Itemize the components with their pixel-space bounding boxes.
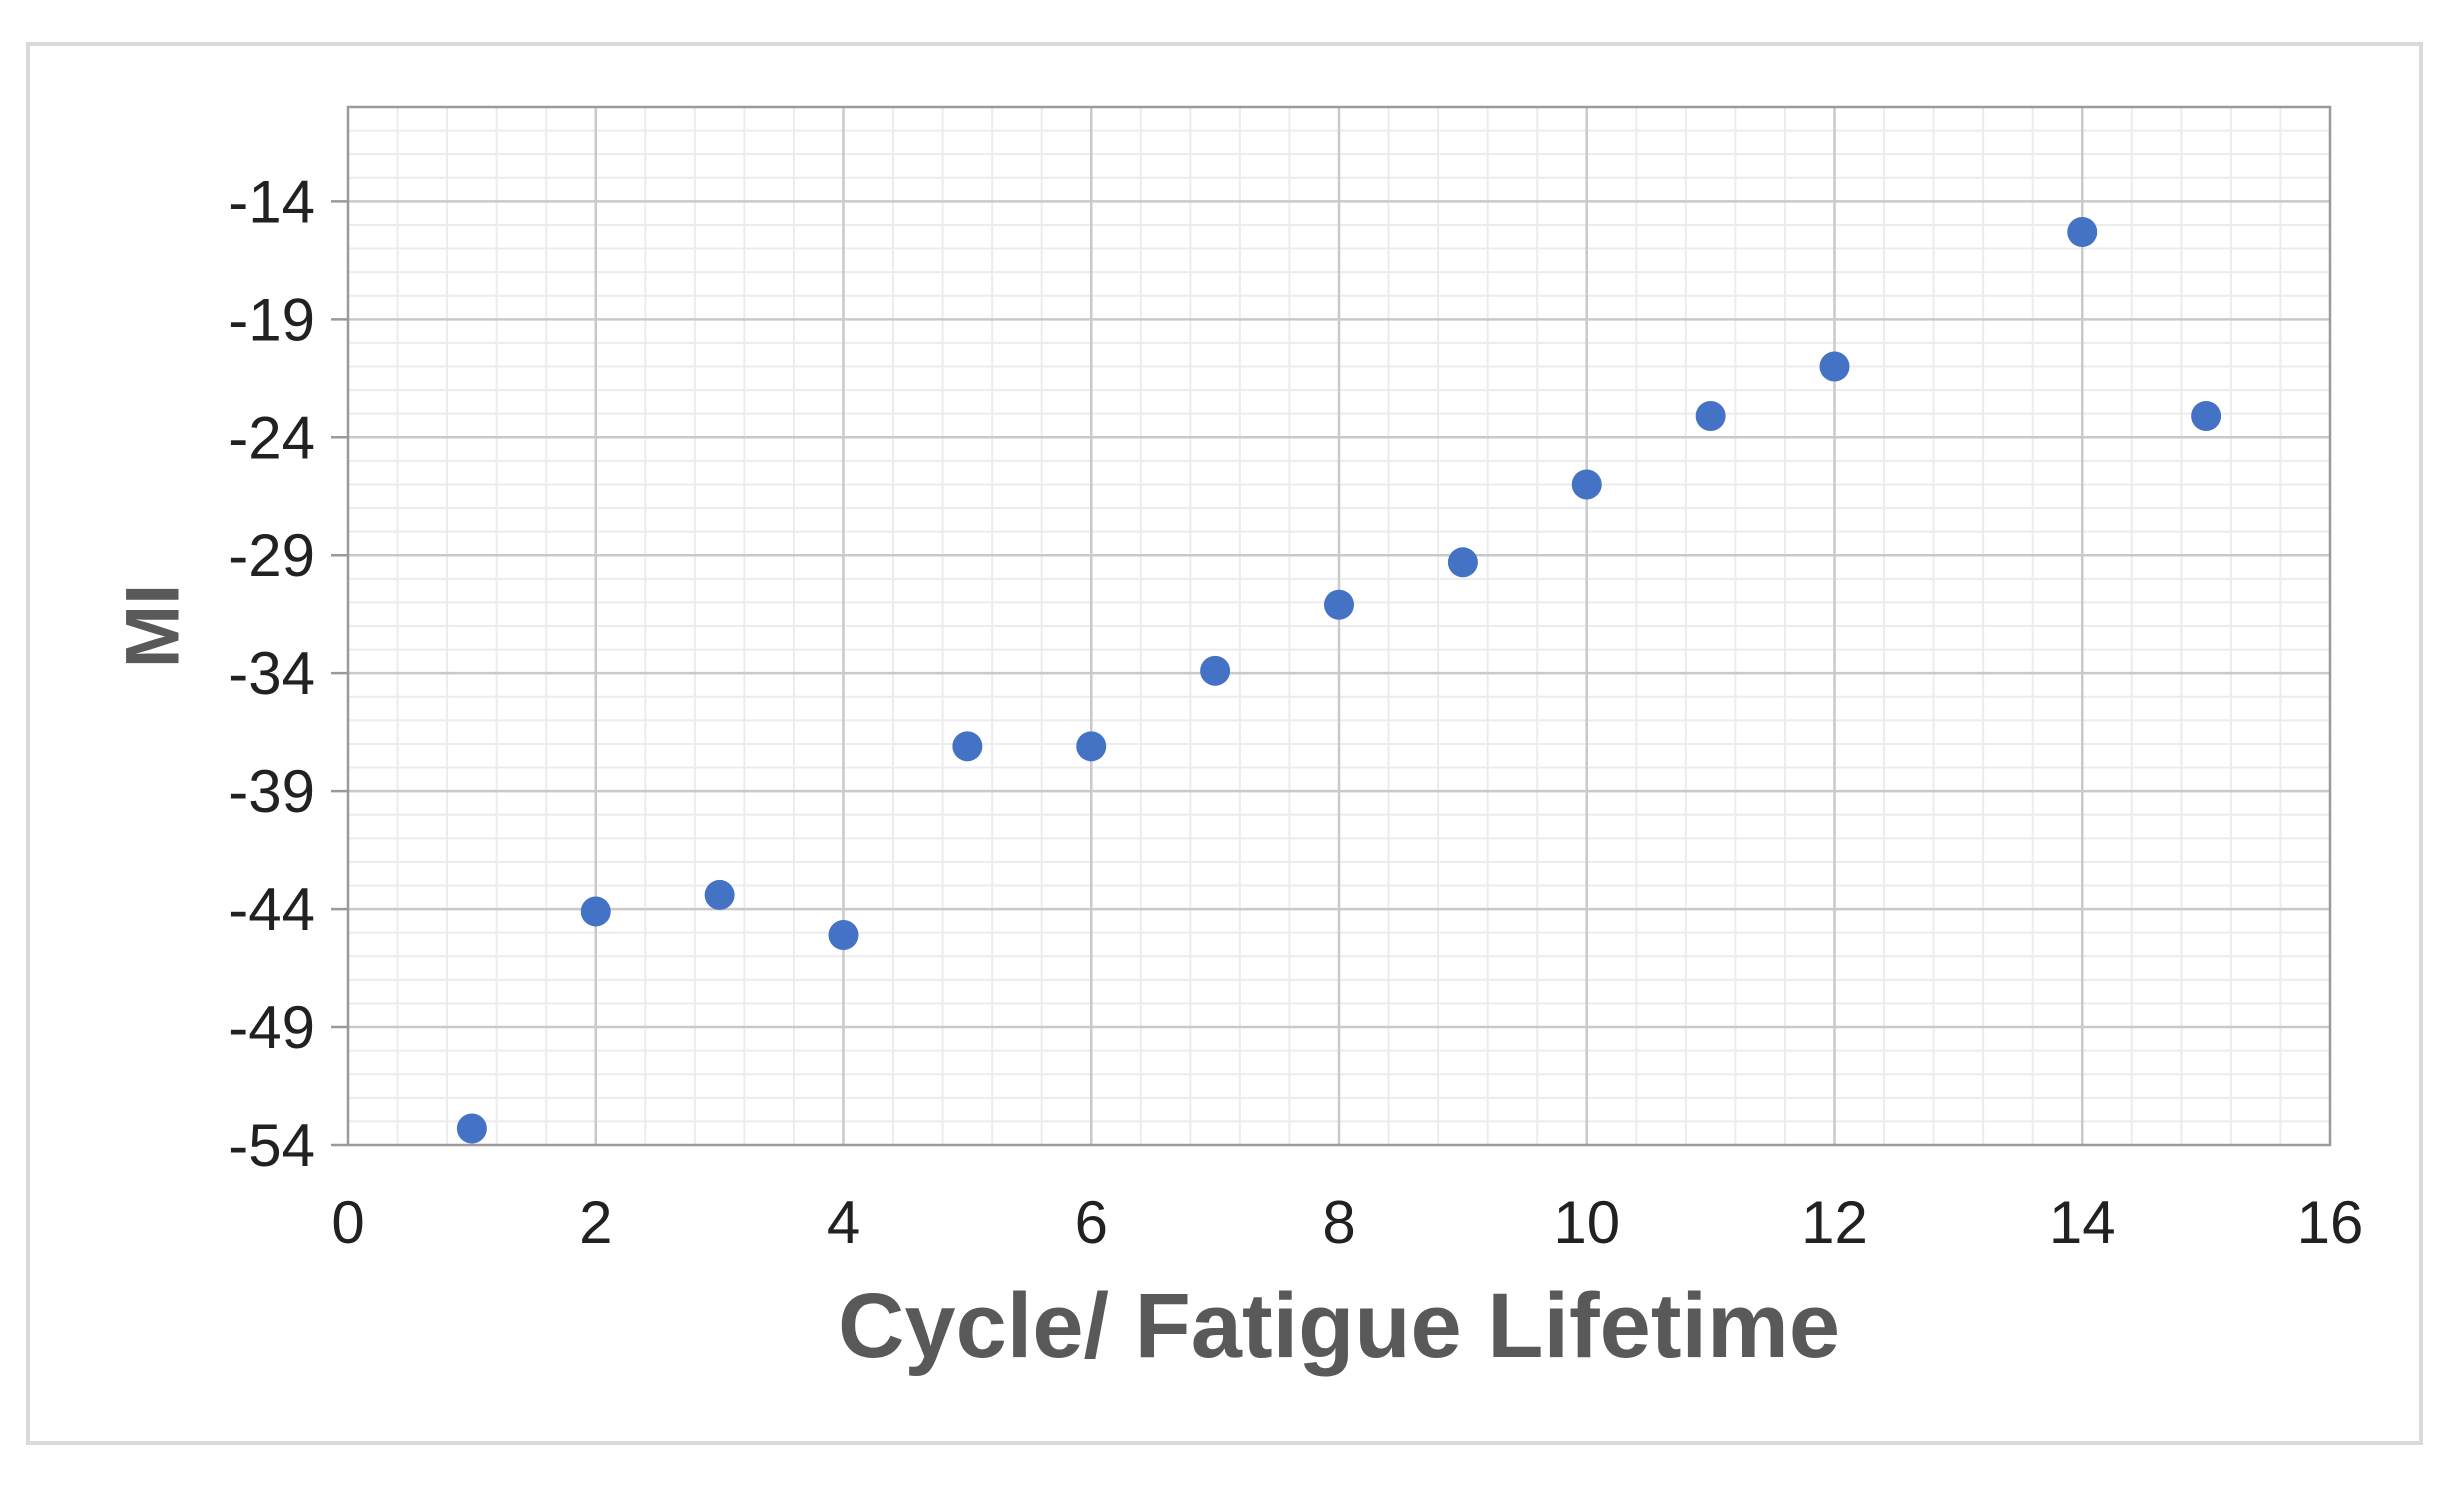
x-tick-label: 0 (331, 1189, 364, 1256)
y-tick-label: -29 (228, 522, 315, 589)
x-tick-label: 14 (2049, 1189, 2116, 1256)
x-tick-label: 16 (2297, 1189, 2364, 1256)
y-axis-ticks (331, 200, 348, 1147)
y-tick-label: -34 (228, 640, 315, 707)
y-tick-label: -44 (228, 876, 315, 943)
y-axis-title: MI (111, 584, 196, 668)
x-axis-tick-labels: 0 2 4 6 8 10 12 14 16 (331, 1189, 2363, 1256)
data-points (456, 217, 2222, 1144)
y-tick-label: -49 (228, 994, 315, 1061)
x-tick-label: 6 (1075, 1189, 1108, 1256)
data-point (580, 896, 611, 927)
data-point (1200, 655, 1231, 686)
y-tick-label: -54 (228, 1112, 315, 1179)
x-tick-label: 10 (1553, 1189, 1620, 1256)
data-point (1447, 547, 1478, 578)
data-point (1076, 731, 1107, 762)
y-axis-tick-labels: -14 -19 -24 -29 -34 -39 -44 -49 -54 (228, 168, 315, 1179)
data-point (456, 1113, 487, 1144)
x-axis-title: Cycle/ Fatigue Lifetime (838, 1275, 1840, 1377)
plot-area (346, 105, 2332, 1147)
data-point (704, 879, 735, 910)
major-gridlines (348, 107, 2330, 1145)
data-point (1324, 589, 1354, 620)
data-point (2067, 217, 2098, 248)
x-tick-label: 8 (1322, 1189, 1355, 1256)
x-tick-label: 12 (1801, 1189, 1868, 1256)
data-point (952, 731, 983, 762)
data-point (2191, 401, 2222, 432)
y-tick-label: -39 (228, 758, 315, 825)
y-tick-label: -24 (228, 404, 315, 471)
y-tick-label: -14 (228, 168, 315, 235)
data-point (1695, 401, 1726, 432)
data-point (828, 920, 859, 951)
x-tick-label: 4 (827, 1189, 860, 1256)
data-point (1819, 351, 1850, 382)
x-tick-label: 2 (579, 1189, 612, 1256)
y-tick-label: -19 (228, 286, 315, 353)
data-point (1571, 469, 1602, 500)
